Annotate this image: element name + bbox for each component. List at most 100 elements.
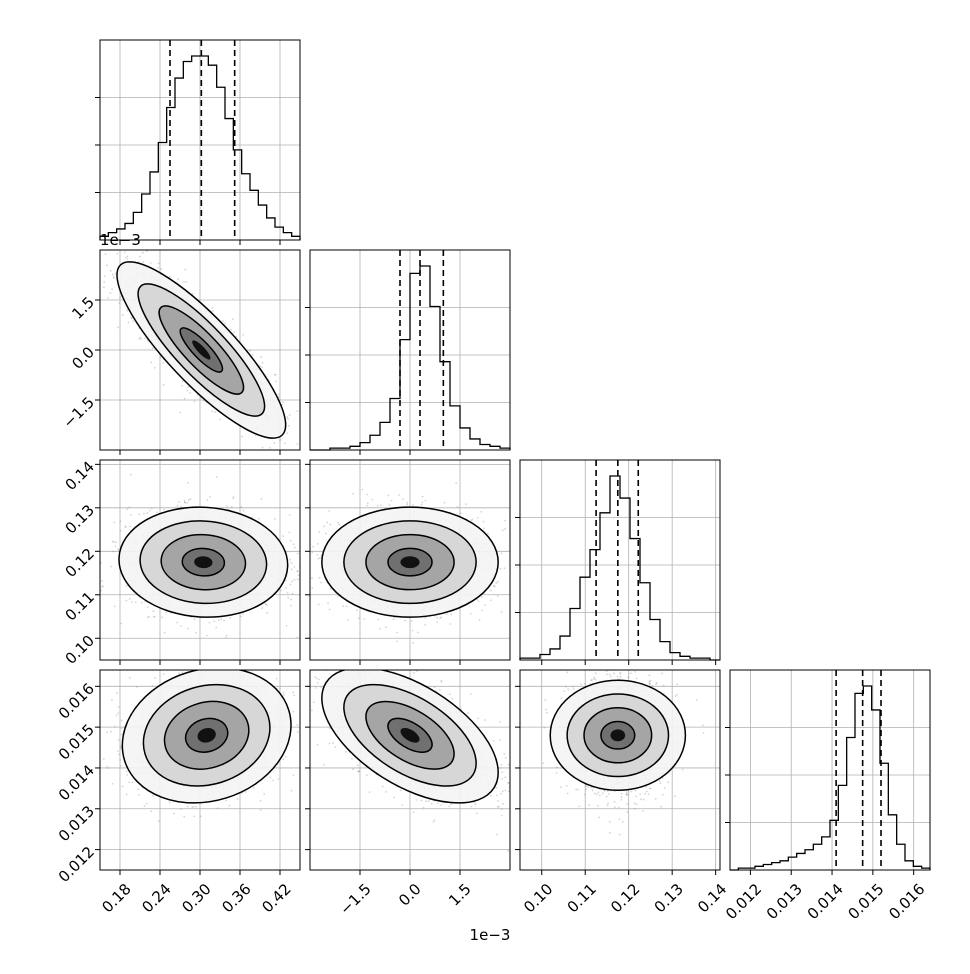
sample-point (242, 510, 244, 512)
sample-point (258, 518, 260, 520)
sample-point (295, 543, 297, 545)
sample-point (73, 212, 75, 214)
sample-point (290, 605, 292, 607)
sample-point (460, 512, 462, 514)
sample-point (124, 525, 126, 527)
sample-point (186, 502, 188, 504)
sample-point (211, 307, 213, 309)
sample-point (94, 249, 96, 251)
sample-point (502, 529, 504, 531)
sample-point (240, 506, 242, 508)
sample-point (320, 582, 322, 584)
sample-point (282, 401, 284, 403)
sample-point (379, 628, 381, 630)
sample-point (224, 323, 226, 325)
sample-point (101, 580, 103, 582)
sample-point (184, 269, 186, 271)
sample-point (371, 499, 373, 501)
sample-point (293, 544, 295, 546)
sample-point (151, 507, 153, 509)
sample-point (424, 624, 426, 626)
sample-point (163, 384, 165, 386)
sample-point (179, 412, 181, 414)
sample-point (113, 522, 115, 524)
sample-point (218, 619, 220, 621)
sample-point (107, 297, 109, 299)
sample-point (142, 261, 144, 263)
sample-point (329, 609, 331, 611)
sample-point (144, 337, 146, 339)
sample-point (393, 618, 395, 620)
sample-point (324, 589, 326, 591)
sample-point (187, 628, 189, 630)
sample-point (477, 517, 479, 519)
sample-point (286, 432, 288, 434)
sample-point (484, 604, 486, 606)
sample-point (273, 442, 275, 444)
sample-point (180, 506, 182, 508)
sample-point (120, 530, 122, 532)
sample-point (206, 635, 208, 637)
sample-point (358, 617, 360, 619)
sample-point (504, 520, 506, 522)
sample-point (131, 601, 133, 603)
sample-point (487, 533, 489, 535)
sample-point (290, 584, 292, 586)
sample-point (504, 528, 506, 530)
sample-point (229, 617, 231, 619)
joint-panel-2-0 (78, 460, 361, 660)
sample-point (318, 558, 320, 560)
sample-point (396, 641, 398, 643)
joint-panel-2-1 (289, 460, 548, 660)
histogram-panel-3 (730, 670, 930, 870)
sample-point (150, 262, 152, 264)
sample-point (289, 514, 291, 516)
sample-point (288, 425, 290, 427)
sample-point (260, 356, 262, 358)
sample-point (149, 510, 151, 512)
histogram-panel-2 (520, 460, 720, 660)
sample-point (275, 380, 277, 382)
sample-point (287, 597, 289, 599)
sample-point (293, 566, 295, 568)
sample-point (284, 442, 286, 444)
sample-point (317, 543, 319, 545)
sample-point (287, 592, 289, 594)
sample-point (103, 286, 105, 288)
sample-point (184, 500, 186, 502)
histogram-panel-1 (310, 250, 510, 450)
sample-point (240, 615, 242, 617)
histogram-frame-3 (730, 670, 930, 870)
sample-point (154, 367, 156, 369)
sample-point (286, 416, 288, 418)
sample-point (98, 579, 100, 581)
sample-point (297, 443, 299, 445)
sample-point (262, 447, 264, 449)
sample-point (291, 569, 293, 571)
sample-point (231, 506, 233, 508)
sample-point (63, 223, 65, 225)
sample-point (209, 496, 211, 498)
sample-point (274, 518, 276, 520)
sample-point (289, 414, 291, 416)
sample-point (497, 595, 499, 597)
sample-point (129, 526, 131, 528)
sample-point (110, 270, 112, 272)
sample-point (163, 509, 165, 511)
sample-point (300, 478, 302, 480)
sample-point (233, 331, 235, 333)
sample-point (297, 410, 299, 412)
sample-point (289, 559, 291, 561)
sample-point (279, 438, 281, 440)
sample-point (226, 635, 228, 637)
sample-point (195, 632, 197, 634)
sample-point (112, 551, 114, 553)
sample-point (302, 583, 304, 585)
sample-point (274, 374, 276, 376)
sample-point (118, 302, 120, 304)
sample-point (480, 511, 482, 513)
sample-point (181, 385, 183, 387)
sample-point (120, 623, 122, 625)
sample-point (303, 461, 305, 463)
